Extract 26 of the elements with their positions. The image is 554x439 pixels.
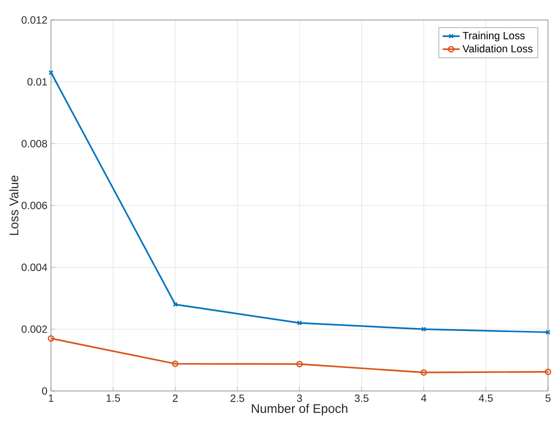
point [421, 326, 426, 332]
x-tick-label: 1.5 [106, 394, 120, 402]
y-tick-label: 0.004 [22, 264, 48, 272]
legend-label: Training Loss [462, 32, 525, 42]
point [296, 360, 303, 368]
legend-label: Validation Loss [462, 44, 532, 52]
point [297, 320, 302, 326]
y-axis-title: Loss Value [9, 176, 18, 235]
x-axis-title: Number of Epoch [252, 404, 348, 416]
x-tick-label: 2 [172, 394, 178, 402]
x-tick-label: 3.5 [354, 394, 368, 402]
y-tick-label: 0 [42, 387, 48, 395]
y-tick-label: 0.006 [22, 202, 48, 210]
x-tick-label: 5 [546, 394, 550, 402]
y-tick-label: 0.01 [27, 78, 47, 86]
y-tick-label: 0.012 [22, 16, 47, 24]
y-tick-label: 0.008 [22, 140, 48, 148]
point [172, 360, 178, 368]
point [172, 302, 178, 307]
y-tick-label: 0.002 [22, 325, 47, 333]
x-tick-label: 4.5 [478, 394, 493, 402]
x-tick-label: 2.5 [230, 394, 244, 402]
point [420, 369, 427, 376]
x-tick-label: 4 [421, 394, 426, 402]
x-tick-label: 1 [48, 394, 54, 402]
x-tick-label: 3 [296, 394, 302, 402]
